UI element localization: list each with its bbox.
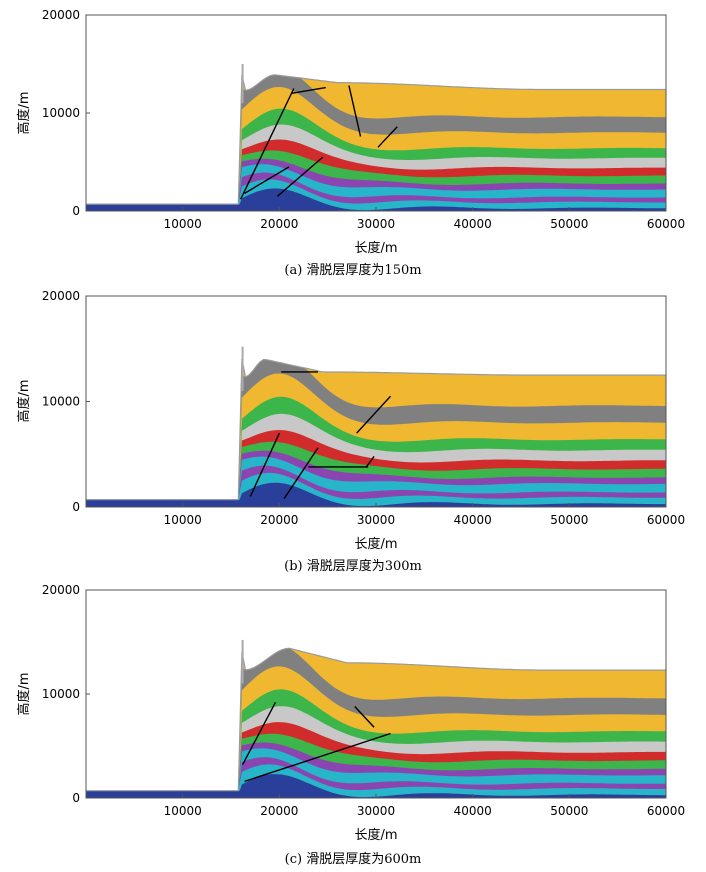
x-tick-label: 60000 xyxy=(647,513,685,527)
x-tick-label: 40000 xyxy=(454,217,492,231)
caption-a: (a) 滑脱层厚度为150m xyxy=(284,262,421,278)
chart-panel-b: 10000 20000 30000 40000 50000 60000 0 10000 200… xyxy=(16,289,685,574)
y-axis-label-c: 高度/m xyxy=(16,672,32,715)
y-ticks-c: 0 10000 20000 xyxy=(42,583,90,805)
x-tick-label: 10000 xyxy=(164,217,202,231)
x-tick-label: 50000 xyxy=(550,804,588,818)
x-tick-label: 30000 xyxy=(357,804,395,818)
x-tick-label: 20000 xyxy=(260,513,298,527)
x-tick-label: 40000 xyxy=(454,513,492,527)
y-tick-label: 0 xyxy=(72,500,80,514)
x-tick-label: 10000 xyxy=(164,804,202,818)
strata-cross-section-c xyxy=(86,640,666,798)
x-axis-label-b: 长度/m xyxy=(354,536,397,552)
chart-panel-a: 10000 20000 30000 40000 50000 60000 0 10000 200… xyxy=(16,8,685,278)
x-tick-label: 30000 xyxy=(357,513,395,527)
y-tick-label: 20000 xyxy=(42,289,80,303)
basin-fill xyxy=(86,791,241,798)
x-axis-label-c: 长度/m xyxy=(354,827,397,843)
y-tick-label: 20000 xyxy=(42,8,80,22)
y-axis-label-a: 高度/m xyxy=(16,91,32,134)
y-tick-label: 10000 xyxy=(42,395,80,409)
y-tick-label: 10000 xyxy=(42,687,80,701)
x-tick-label: 60000 xyxy=(647,217,685,231)
x-tick-label: 10000 xyxy=(164,513,202,527)
caption-c: (c) 滑脱层厚度为600m xyxy=(285,851,422,867)
y-tick-label: 20000 xyxy=(42,583,80,597)
x-tick-label: 60000 xyxy=(647,804,685,818)
basin-fill xyxy=(86,500,241,507)
x-tick-label: 30000 xyxy=(357,217,395,231)
y-axis-label-b: 高度/m xyxy=(16,379,32,422)
chart-panel-c: 10000 20000 30000 40000 50000 60000 0 10000 200… xyxy=(16,583,685,867)
y-tick-label: 10000 xyxy=(42,106,80,120)
y-ticks-b: 0 10000 20000 xyxy=(42,289,90,514)
x-tick-label: 50000 xyxy=(550,513,588,527)
caption-b: (b) 滑脱层厚度为300m xyxy=(284,558,422,574)
y-tick-label: 0 xyxy=(72,791,80,805)
y-tick-label: 0 xyxy=(72,204,80,218)
x-tick-label: 20000 xyxy=(260,804,298,818)
basin-fill xyxy=(86,204,241,211)
x-tick-label: 20000 xyxy=(260,217,298,231)
x-axis-label-a: 长度/m xyxy=(354,240,397,256)
strata-cross-section-a xyxy=(86,64,666,211)
x-tick-label: 40000 xyxy=(454,804,492,818)
x-tick-label: 50000 xyxy=(550,217,588,231)
y-ticks-a: 0 10000 20000 xyxy=(42,8,90,218)
figure-container: 10000 20000 30000 40000 50000 60000 0 10000 200… xyxy=(0,0,706,872)
strata-cross-section-b xyxy=(86,347,666,507)
